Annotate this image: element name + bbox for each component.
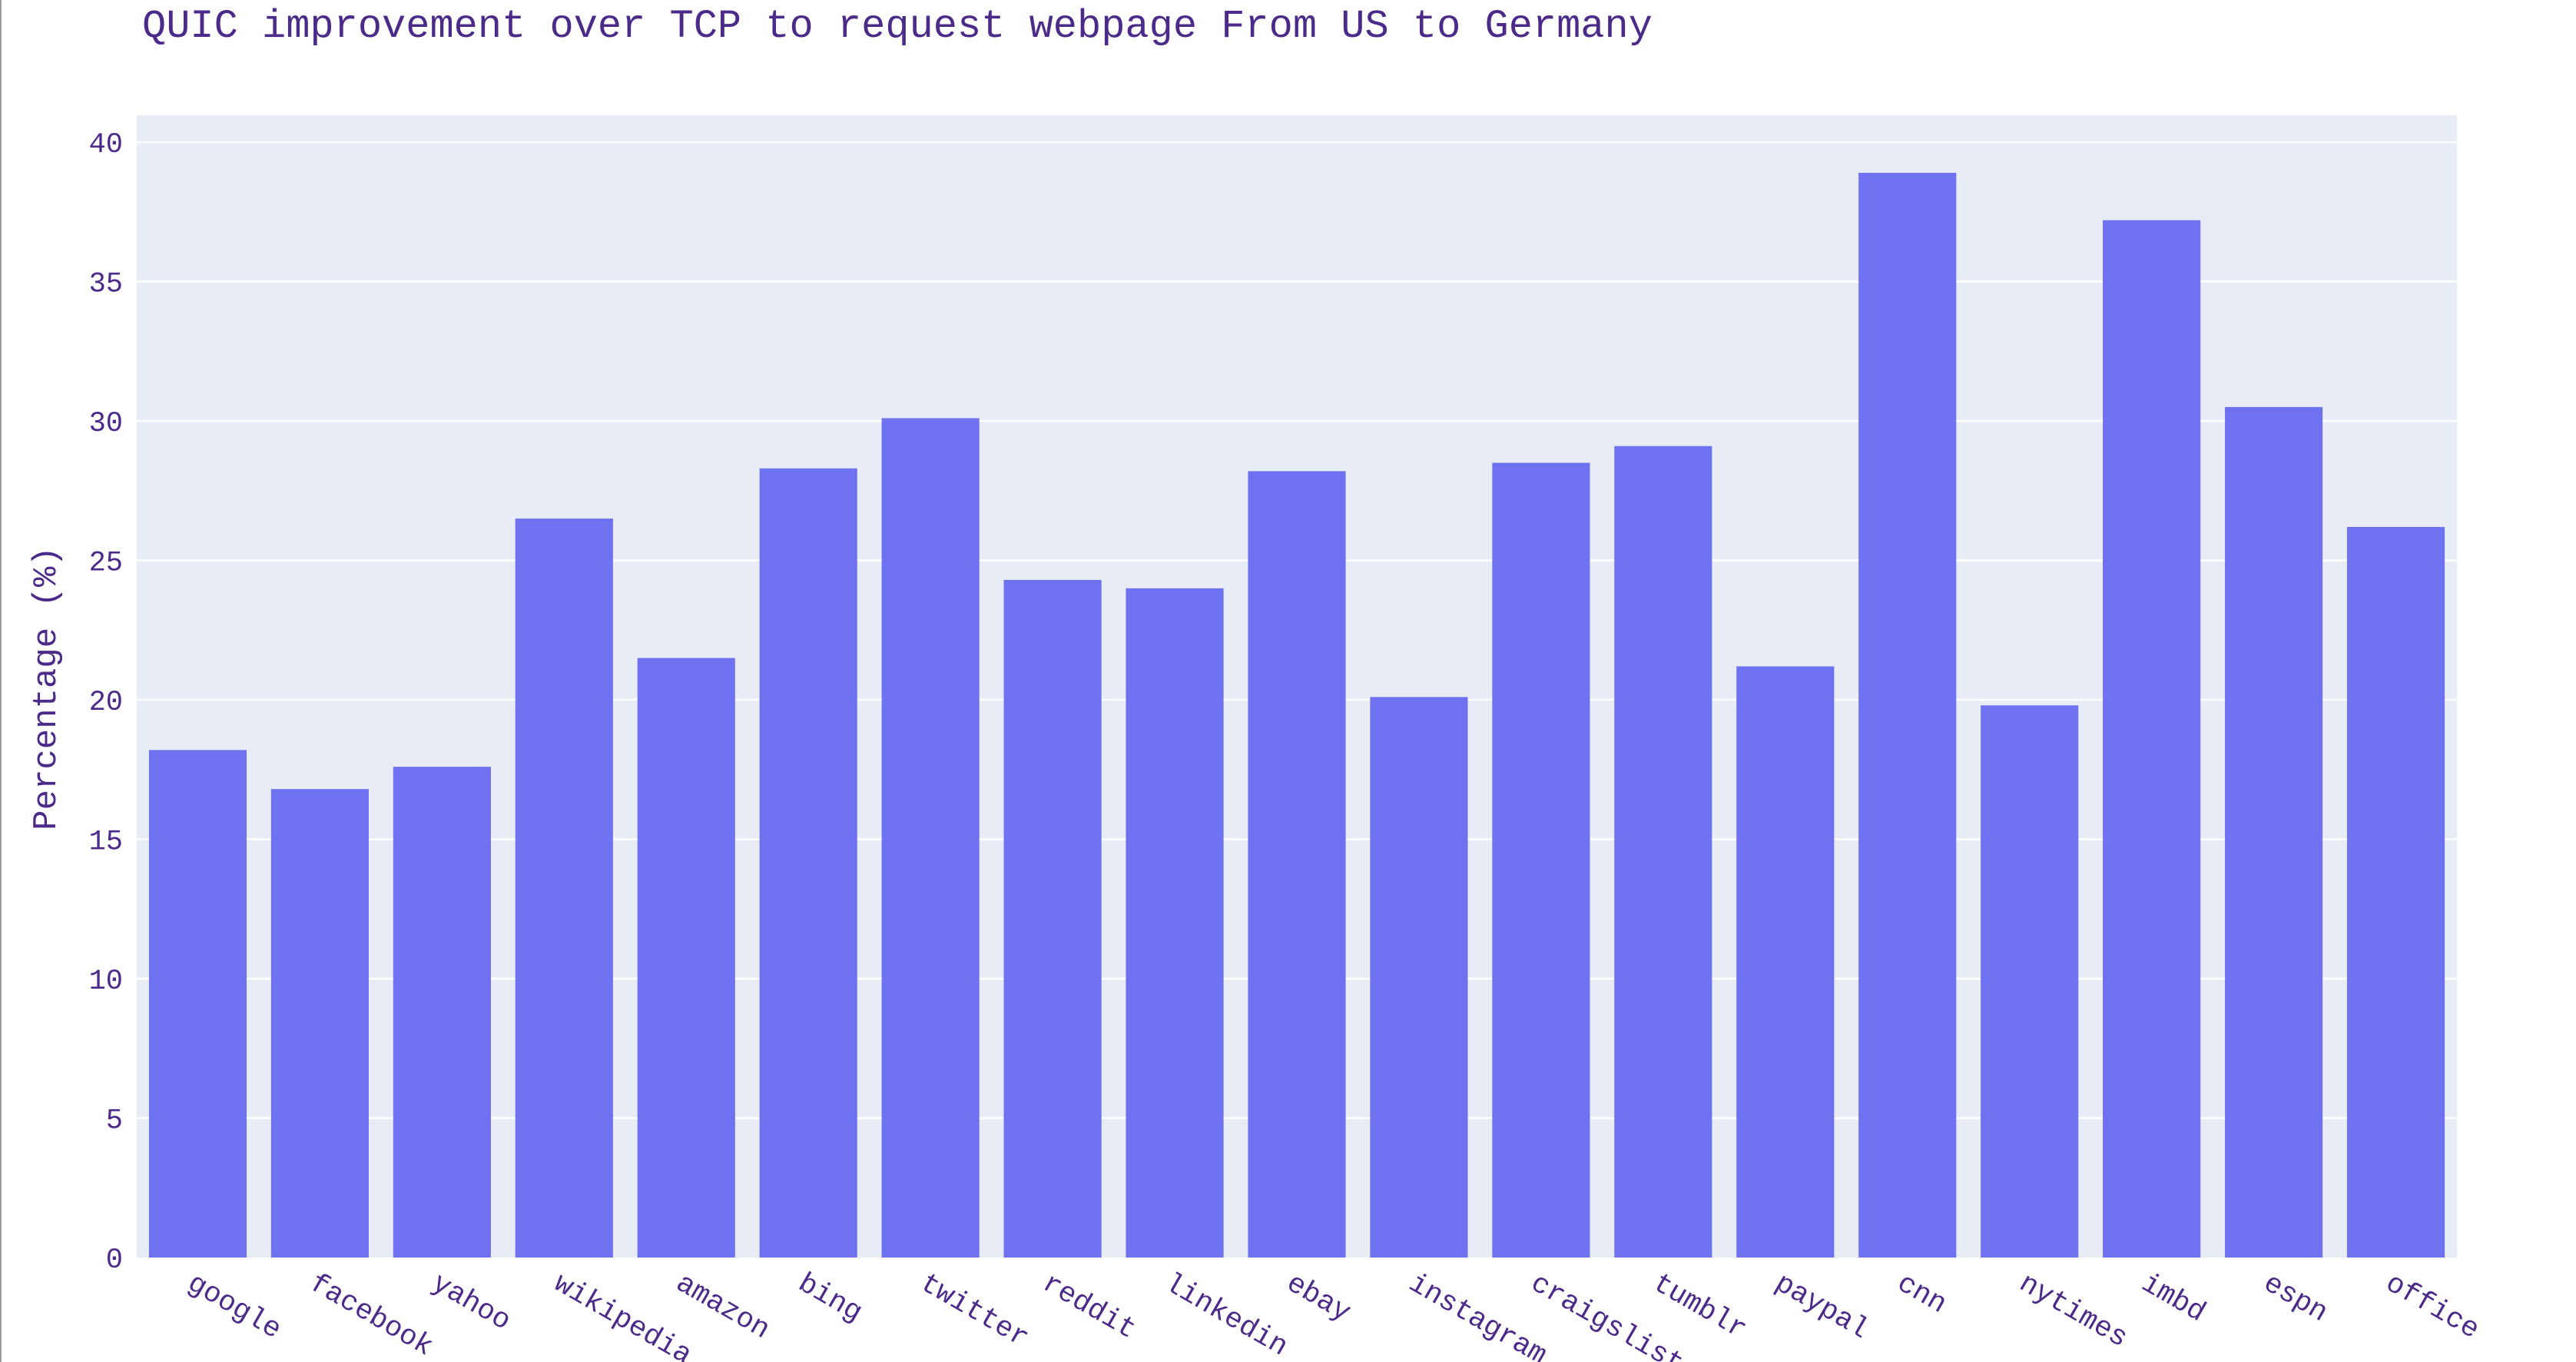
y-tick-label: 5 — [106, 1105, 123, 1138]
x-tick-label-reddit: reddit — [1036, 1268, 1141, 1347]
bar-imbd — [2103, 220, 2201, 1258]
x-tick-label-google: google — [181, 1268, 286, 1347]
x-tick-label-yahoo: yahoo — [426, 1268, 516, 1338]
y-axis-title: Percentage (%) — [28, 546, 66, 830]
bar-facebook — [270, 789, 369, 1258]
bar-yahoo — [393, 767, 491, 1258]
x-tick-label-tumblr: tumblr — [1647, 1268, 1752, 1347]
bar-office — [2346, 526, 2445, 1258]
bar-google — [148, 750, 247, 1258]
y-axis-ticks: 0 5 10 15 20 25 30 35 40 — [89, 129, 123, 1277]
bar-bing — [759, 468, 857, 1258]
x-tick-label-wikipedia: wikipedia — [548, 1268, 697, 1362]
bar-tumblr — [1614, 446, 1712, 1258]
bar-craigslist — [1492, 462, 1590, 1258]
bars — [148, 172, 2445, 1258]
bar-amazon — [637, 658, 735, 1258]
bar-reddit — [1003, 579, 1102, 1258]
x-tick-label-paypal: paypal — [1769, 1268, 1874, 1347]
y-tick-label: 25 — [89, 548, 123, 580]
x-tick-label-office: office — [2380, 1268, 2485, 1347]
x-tick-label-linkedin: linkedin — [1159, 1268, 1293, 1362]
y-tick-label: 20 — [89, 687, 123, 719]
bar-ebay — [1248, 471, 1346, 1258]
y-tick-label: 10 — [89, 966, 123, 998]
bar-nytimes — [1981, 705, 2079, 1258]
window-left-edge — [0, 0, 2, 1362]
bar-twitter — [881, 418, 980, 1258]
y-tick-label: 15 — [89, 827, 123, 859]
y-tick-label: 40 — [89, 129, 123, 161]
x-tick-label-facebook: facebook — [303, 1268, 438, 1362]
bar-linkedin — [1126, 588, 1224, 1258]
bar-paypal — [1736, 666, 1835, 1258]
x-tick-label-amazon: amazon — [670, 1268, 774, 1347]
x-tick-label-bing: bing — [792, 1268, 867, 1330]
x-tick-label-nytimes: nytimes — [2014, 1268, 2133, 1355]
x-tick-label-imbd: imbd — [2136, 1268, 2211, 1330]
bar-instagram — [1370, 697, 1468, 1258]
y-tick-label: 30 — [89, 408, 123, 440]
x-tick-label-espn: espn — [2258, 1268, 2333, 1330]
bar-espn — [2225, 406, 2323, 1258]
y-tick-label: 35 — [89, 269, 123, 301]
x-tick-label-twitter: twitter — [914, 1268, 1034, 1355]
x-tick-label-instagram: instagram — [1403, 1268, 1552, 1362]
chart-title: QUIC improvement over TCP to request web… — [142, 4, 1653, 49]
bar-cnn — [1858, 172, 1957, 1258]
x-tick-label-cnn: cnn — [1891, 1268, 1952, 1321]
y-tick-label: 0 — [106, 1244, 123, 1277]
bar-wikipedia — [515, 519, 613, 1258]
x-tick-label-ebay: ebay — [1281, 1268, 1356, 1330]
